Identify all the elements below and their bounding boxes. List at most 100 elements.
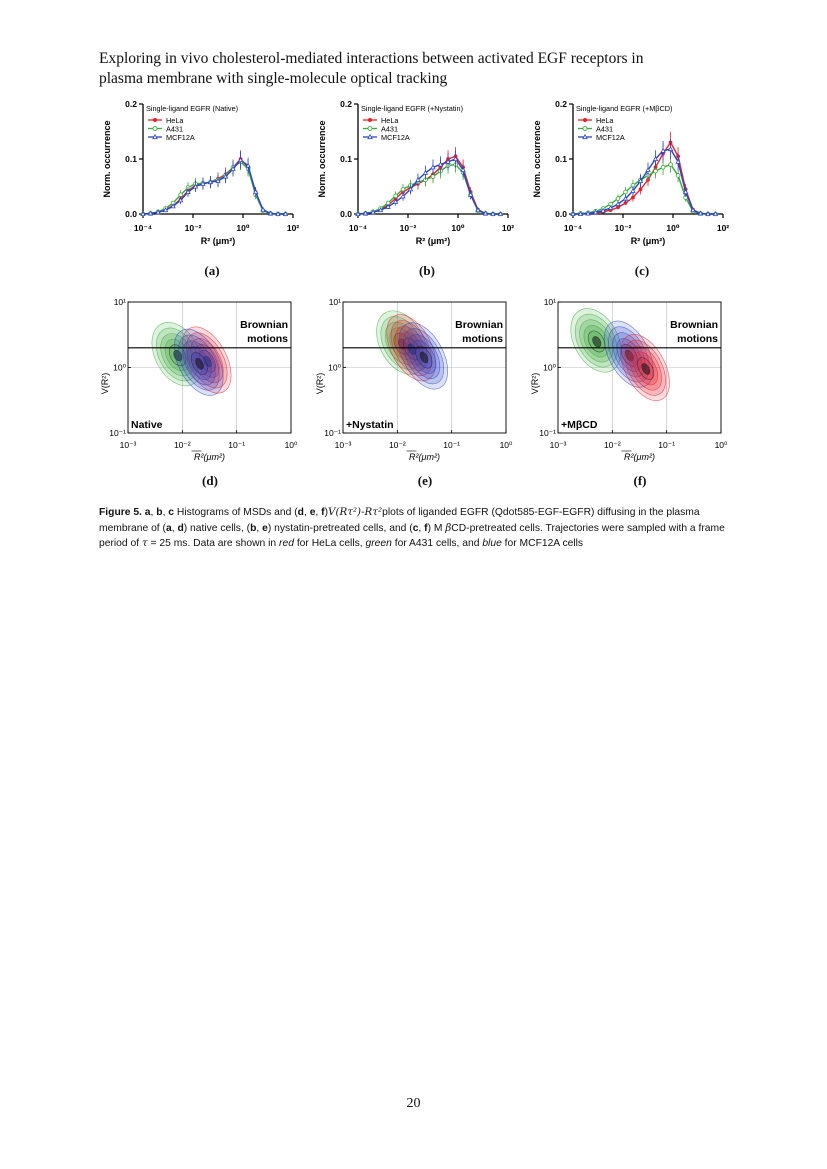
data-point xyxy=(705,210,711,216)
annotation-brownian: Brownian xyxy=(670,319,718,331)
data-point xyxy=(155,209,161,215)
legend-label: A431 xyxy=(381,124,398,133)
contour-mcf12a xyxy=(195,357,204,370)
y-tick-label: 0.0 xyxy=(340,209,352,219)
data-point xyxy=(630,187,636,193)
data-point xyxy=(370,209,376,215)
data-point xyxy=(637,177,644,183)
x-axis-label: R² (μm²) xyxy=(201,236,236,246)
x-tick-label: 10⁰ xyxy=(236,223,249,233)
data-point xyxy=(170,203,176,209)
series-line xyxy=(357,155,501,215)
contour-svg: Brownian motions Native 10⁻³ 10⁻² 10⁻¹ 10⁰ 10⁻¹… xyxy=(100,297,298,462)
x-tick-label: 10⁻² xyxy=(185,223,202,233)
x-tick-label: 10⁻⁴ xyxy=(564,223,582,233)
x-tick-label: 10⁻³ xyxy=(335,440,352,450)
y-tick-label: 0.0 xyxy=(555,209,567,219)
data-point xyxy=(690,207,696,213)
data-point xyxy=(697,210,704,216)
x-tick-label: 10⁰ xyxy=(666,223,679,233)
data-point xyxy=(482,210,489,216)
header-line-2: plasma membrane with single-molecule opt… xyxy=(99,70,448,87)
data-point xyxy=(430,164,436,170)
condition-label: Native xyxy=(131,419,163,431)
x-tick-label: 10⁻³ xyxy=(120,440,137,450)
contour-plot-area xyxy=(128,302,291,433)
data-point xyxy=(577,210,584,216)
legend-marker xyxy=(153,118,157,122)
legend-marker xyxy=(368,118,372,122)
caption-color-word: green xyxy=(365,538,392,549)
y-axis-label: V(R²) xyxy=(100,373,110,395)
legend-label: A431 xyxy=(596,124,613,133)
data-point xyxy=(140,210,146,216)
y-tick-label: 0.2 xyxy=(555,99,567,109)
x-tick-label: 10⁻² xyxy=(604,440,621,450)
data-point xyxy=(437,161,444,167)
data-point xyxy=(362,210,369,216)
data-point xyxy=(282,210,289,216)
page-number: 20 xyxy=(406,1096,421,1111)
data-point xyxy=(392,198,399,204)
x-axis-label: R² (μm²) xyxy=(416,236,451,246)
y-tick-label: 0.1 xyxy=(340,154,352,164)
caption-ref: c xyxy=(168,507,175,518)
data-point xyxy=(267,210,274,216)
data-point xyxy=(668,162,673,167)
x-axis-label: R²(μm²) xyxy=(194,452,225,462)
data-point xyxy=(222,173,229,179)
caption-math: β xyxy=(445,521,452,534)
caption-math: τ xyxy=(141,537,148,549)
panel-f-contour: Brownian motions +MβCD 10⁻³ 10⁻² 10⁻¹ 10⁰ 10⁻¹ 1… xyxy=(530,297,735,472)
caption-ref: e xyxy=(262,522,268,534)
legend-label: A431 xyxy=(166,124,183,133)
condition-label: +Nystatin xyxy=(346,419,394,431)
y-axis-label: Norm. occurrence xyxy=(317,120,327,197)
x-tick-label: 10⁻¹ xyxy=(658,440,675,450)
contour-hela xyxy=(203,355,212,368)
y-tick-label: 10⁰ xyxy=(543,363,556,373)
data-point xyxy=(660,164,666,170)
series-line xyxy=(142,160,286,215)
data-point xyxy=(260,206,266,212)
figure-caption: Figure 5. a, b, c Histograms of MSDs and… xyxy=(99,506,725,550)
data-point xyxy=(490,210,496,216)
data-point xyxy=(622,195,629,201)
legend-label: HeLa xyxy=(381,116,399,125)
data-point xyxy=(585,210,591,216)
series-line xyxy=(142,159,286,215)
data-point xyxy=(185,188,191,194)
series-line xyxy=(142,157,286,215)
x-tick-label: 10⁰ xyxy=(500,440,513,450)
data-point xyxy=(631,195,635,200)
data-point xyxy=(422,169,429,175)
caption-text: ) M xyxy=(427,522,443,534)
caption-ref: c xyxy=(412,522,419,534)
data-point xyxy=(592,209,599,215)
caption-text: ) native cells, ( xyxy=(183,522,251,534)
sublabel-b: (b) xyxy=(419,263,435,278)
sublabel-f: (f) xyxy=(633,473,647,488)
x-tick-label: 10² xyxy=(502,223,514,233)
sublabel-d: (d) xyxy=(202,473,218,488)
data-point xyxy=(385,203,391,209)
legend-marker xyxy=(152,126,158,131)
caption-text: for MCF12A cells xyxy=(504,538,584,549)
data-point xyxy=(407,186,414,192)
x-tick-label: 10⁻² xyxy=(389,440,406,450)
legend-marker xyxy=(583,118,587,122)
caption-color-word: red xyxy=(279,538,294,549)
data-point xyxy=(460,166,466,172)
x-tick-label: 10⁰ xyxy=(451,223,464,233)
annotation-brownian: Brownian xyxy=(240,319,288,331)
x-axis-label: R² (μm²) xyxy=(631,236,666,246)
annotation-motions: motions xyxy=(677,333,718,345)
y-axis-label: V(R²) xyxy=(315,373,325,395)
data-point xyxy=(400,193,406,199)
header-line-1: Exploring in vivo cholesterol-mediated i… xyxy=(99,50,644,67)
panel-c-histogram: 0.0 0.1 0.2 10⁻⁴ 10⁻² 10⁰ 10² R² (μm²) Norm. occ… xyxy=(530,98,730,248)
x-tick-label: 10⁻² xyxy=(174,440,191,450)
caption-text: CD-pretreated cells. Trajectories were s… xyxy=(99,522,725,550)
y-tick-label: 0.1 xyxy=(555,154,567,164)
data-point xyxy=(393,193,398,199)
